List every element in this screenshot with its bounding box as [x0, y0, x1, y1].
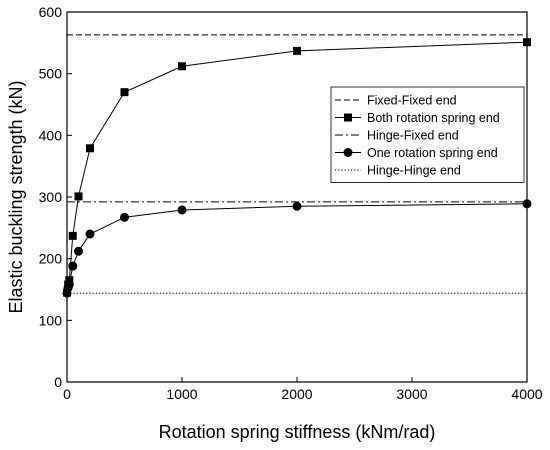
x-axis-title: Rotation spring stiffness (kNm/rad) — [159, 422, 436, 442]
legend-label: One rotation spring end — [367, 146, 498, 160]
data-point — [120, 212, 129, 222]
data-point — [74, 192, 83, 201]
legend: Fixed-Fixed end Both rotation spring end H… — [330, 86, 525, 183]
data-point — [68, 261, 78, 271]
data-point — [178, 62, 186, 71]
x-tick-label: 3000 — [396, 386, 427, 402]
legend-label: Both rotation spring end — [367, 111, 500, 125]
series-line — [66, 203, 528, 294]
y-tick-label: 500 — [39, 66, 63, 82]
data-point — [292, 201, 302, 211]
data-point — [85, 229, 95, 239]
legend-marker — [343, 148, 353, 157]
legend-marker — [344, 113, 352, 122]
y-tick-label: 200 — [39, 251, 63, 267]
y-axis-title: Elastic buckling strength (kN) — [6, 80, 26, 313]
legend-label: Hinge-Hinge end — [367, 164, 461, 178]
x-tick-label: 2000 — [281, 386, 312, 402]
data-point — [86, 144, 94, 153]
x-tick-label: 1000 — [166, 386, 197, 402]
series-3 — [62, 199, 532, 298]
y-tick-label: 300 — [39, 189, 63, 205]
y-tick-label: 0 — [54, 374, 62, 390]
data-point — [293, 46, 301, 55]
legend-label: Fixed-Fixed end — [367, 94, 457, 108]
data-point — [74, 246, 83, 256]
legend-label: Hinge-Fixed end — [367, 129, 459, 143]
data-point — [120, 88, 129, 97]
y-tick-label: 100 — [39, 312, 63, 328]
y-tick-label: 400 — [39, 127, 63, 143]
y-tick-label: 600 — [39, 4, 63, 20]
ticks-layer: 0 1000 2000 3000 4000 0 100 200 300 400 500 600 — [39, 4, 543, 402]
x-tick-label: 0 — [63, 386, 71, 402]
data-point — [68, 231, 77, 240]
data-point — [64, 280, 74, 290]
x-tick-label: 4000 — [511, 386, 542, 402]
data-point — [177, 205, 187, 215]
plot-frame — [66, 11, 528, 383]
legend-box — [330, 86, 525, 183]
